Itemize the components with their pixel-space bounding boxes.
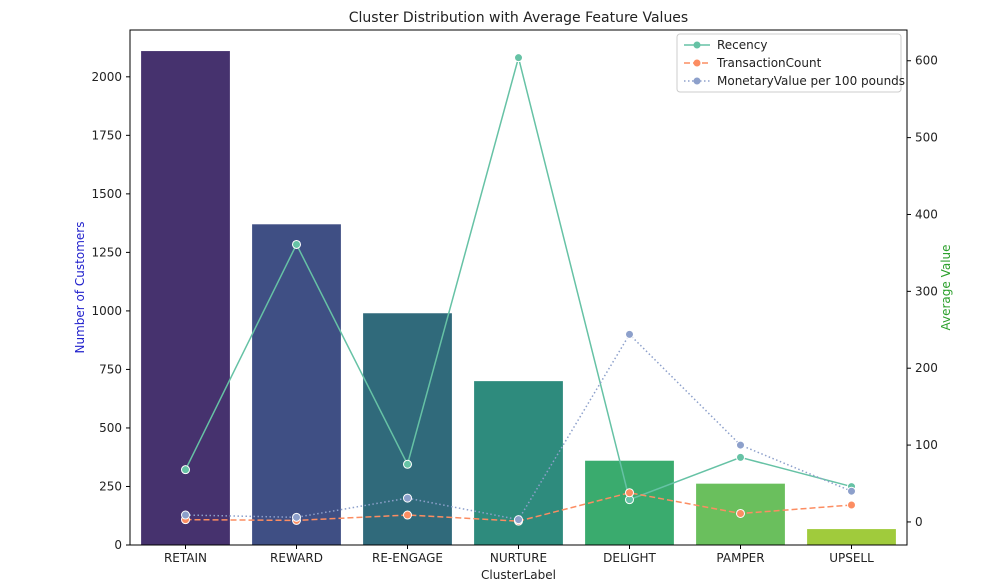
series-point-0-1 — [292, 239, 301, 249]
x-tick-label: REWARD — [270, 551, 323, 565]
y-tick-label: 1000 — [91, 304, 122, 318]
y2-tick-label: 600 — [915, 54, 938, 68]
series-point-1-2 — [403, 510, 412, 520]
legend-swatch-marker — [693, 41, 701, 49]
y-tick-label: 500 — [99, 421, 122, 435]
x-tick-label: RETAIN — [164, 551, 207, 565]
series-point-2-1 — [292, 512, 301, 522]
x-tick-label: NURTURE — [490, 551, 547, 565]
series-point-0-3 — [514, 53, 523, 63]
series-point-0-5 — [736, 452, 745, 462]
legend-entry-label: Recency — [717, 38, 767, 52]
x-tick-label: UPSELL — [829, 551, 874, 565]
y2-tick-label: 0 — [915, 515, 923, 529]
y2-tick-label: 500 — [915, 131, 938, 145]
series-point-2-3 — [514, 515, 523, 525]
series-point-1-6 — [847, 500, 856, 510]
y-tick-label: 0 — [114, 538, 122, 552]
y-axis-left: 0 250 500 750 1000 1250 1500 1750 2000 — [91, 70, 130, 552]
x-tick-label: RE-ENGAGE — [372, 551, 443, 565]
series-point-2-2 — [403, 493, 412, 503]
y-tick-label: 250 — [99, 479, 122, 493]
y-tick-label: 1500 — [91, 187, 122, 201]
bar-reward — [252, 224, 341, 545]
series-point-0-0 — [181, 465, 190, 475]
y2-tick-label: 200 — [915, 361, 938, 375]
y-tick-label: 2000 — [91, 70, 122, 84]
bar-re-engage — [363, 313, 452, 545]
x-tick-label: DELIGHT — [603, 551, 656, 565]
legend-box — [676, 33, 902, 93]
y-axis-label: Number of Customers — [73, 222, 87, 354]
series-point-2-6 — [847, 486, 856, 496]
y2-axis-label: Average Value — [939, 244, 953, 330]
y-tick-label: 1250 — [91, 245, 122, 259]
legend: Recency TransactionCount MonetaryValue per… — [676, 33, 905, 93]
series-point-1-4 — [625, 488, 634, 498]
line-series-group — [181, 53, 856, 526]
bar-retain — [141, 51, 230, 546]
legend-entry-label: MonetaryValue per 100 pounds — [717, 74, 905, 88]
y2-tick-label: 100 — [915, 438, 938, 452]
y2-tick-label: 400 — [915, 207, 938, 221]
legend-entry-label: TransactionCount — [716, 56, 822, 70]
x-axis-label: ClusterLabel — [481, 568, 556, 582]
series-point-0-2 — [403, 459, 412, 469]
series-point-2-0 — [181, 510, 190, 520]
x-axis: RETAIN REWARD RE-ENGAGE NURTURE DELIGHT PAMPE… — [164, 545, 874, 565]
series-point-2-5 — [736, 440, 745, 450]
y-tick-label: 1750 — [91, 128, 122, 142]
x-tick-label: PAMPER — [716, 551, 764, 565]
bar-upsell — [807, 529, 896, 545]
y-tick-label: 750 — [99, 362, 122, 376]
legend-swatch-marker — [693, 77, 701, 85]
bar-group — [141, 51, 896, 546]
y2-tick-label: 300 — [915, 284, 938, 298]
legend-swatch-marker — [693, 59, 701, 67]
series-point-1-5 — [736, 508, 745, 518]
y-axis-right: 0 100 200 300 400 500 600 — [907, 54, 938, 529]
series-point-2-4 — [625, 329, 634, 339]
chart-title: Cluster Distribution with Average Featur… — [349, 10, 688, 26]
